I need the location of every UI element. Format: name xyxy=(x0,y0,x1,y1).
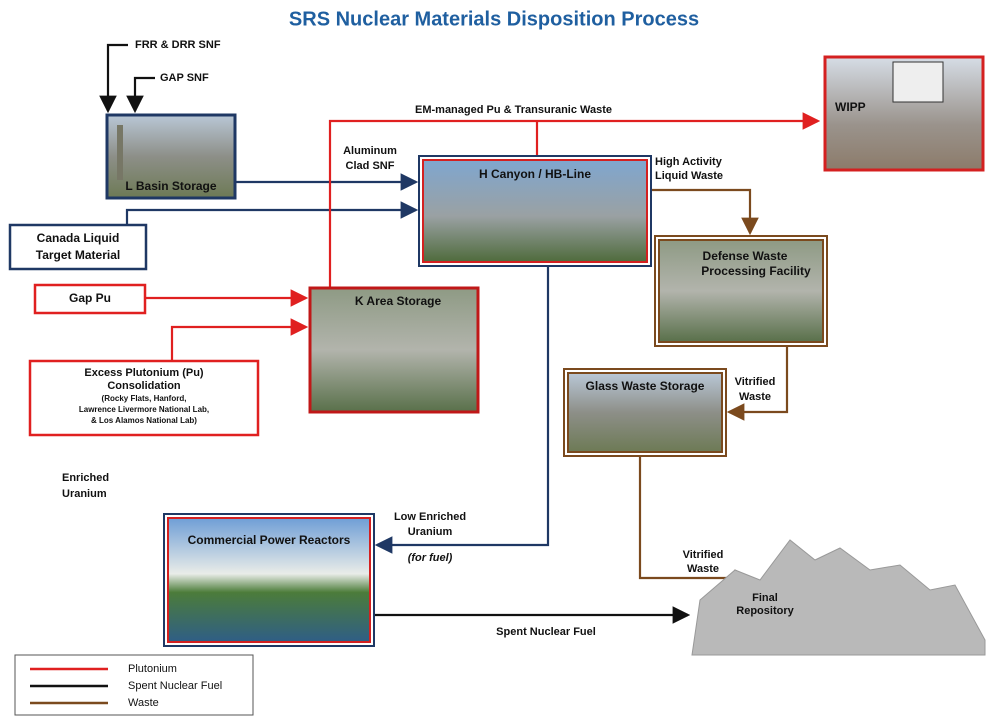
connector xyxy=(125,201,419,225)
node-label: Final xyxy=(752,592,778,604)
connector xyxy=(650,188,759,236)
node-label: Gap Pu xyxy=(69,291,111,305)
flow-label: Enriched xyxy=(62,472,109,484)
connector xyxy=(638,456,753,587)
legend-label: Plutonium xyxy=(128,663,177,675)
connector xyxy=(170,318,309,360)
gap-pu-node xyxy=(33,283,147,315)
node-label: WIPP xyxy=(835,100,866,114)
node-label: Consolidation xyxy=(107,380,181,392)
flow-label: Waste xyxy=(687,563,719,575)
flow-label: Vitrified xyxy=(683,549,724,561)
flow-label: Uranium xyxy=(408,526,453,538)
legend-label: Spent Nuclear Fuel xyxy=(128,680,222,692)
glass-node xyxy=(567,372,723,453)
legend-label: Waste xyxy=(128,697,159,709)
title: SRS Nuclear Materials Disposition Proces… xyxy=(289,8,699,30)
node-label: Target Material xyxy=(36,248,120,262)
node-label: Commercial Power Reactors xyxy=(188,533,351,547)
flow-label: GAP SNF xyxy=(160,72,209,84)
flow-label: EM-managed Pu & Transuranic Waste xyxy=(415,104,612,116)
canada-node xyxy=(8,223,148,271)
node-label: Defense Waste xyxy=(703,249,788,263)
node-note: Lawrence Livermore National Lab, xyxy=(79,405,209,414)
k-area-node xyxy=(308,286,480,414)
flow-label: High Activity xyxy=(655,156,723,168)
flow-label: Aluminum xyxy=(343,145,397,157)
node-label: Processing Facility xyxy=(701,264,811,278)
dwpf-node xyxy=(658,239,824,343)
node-note: & Los Alamos National Lab) xyxy=(91,416,197,425)
connector xyxy=(99,43,128,114)
l-basin-node xyxy=(105,113,237,200)
node-note: (Rocky Flats, Hanford, xyxy=(102,394,187,403)
flow-label: Waste xyxy=(739,391,771,403)
connector xyxy=(328,112,821,287)
node-label: Canada Liquid xyxy=(37,231,120,245)
node-label: K Area Storage xyxy=(355,294,442,308)
flow-label: (for fuel) xyxy=(408,552,453,564)
connector xyxy=(726,346,789,421)
flow-label: FRR & DRR SNF xyxy=(135,39,221,51)
connector xyxy=(374,266,550,554)
stack xyxy=(117,125,123,180)
flow-label: Clad SNF xyxy=(346,160,395,172)
node-label: Repository xyxy=(736,605,794,617)
flow-label: Spent Nuclear Fuel xyxy=(496,626,596,638)
flow-label: Low Enriched xyxy=(394,511,466,523)
sign xyxy=(892,61,944,103)
commercial-node xyxy=(167,517,371,643)
node-label: Excess Plutonium (Pu) xyxy=(84,367,204,379)
node-label: H Canyon / HB-Line xyxy=(479,167,591,181)
connector xyxy=(126,76,155,114)
node-label: L Basin Storage xyxy=(125,179,216,193)
node-label: Glass Waste Storage xyxy=(586,379,705,393)
flow-label: Uranium xyxy=(62,488,107,500)
flow-label: Vitrified xyxy=(735,376,776,388)
repository-node xyxy=(691,539,986,656)
h-canyon-node xyxy=(422,159,648,263)
flow-label: Liquid Waste xyxy=(655,170,723,182)
excess-pu-node xyxy=(28,359,260,437)
